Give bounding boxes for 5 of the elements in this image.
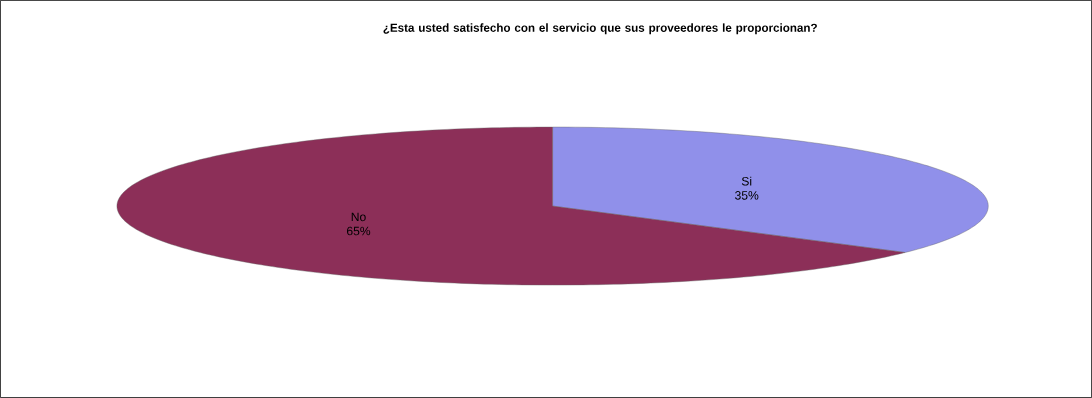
data-label: 35% <box>735 191 759 200</box>
slice-label: No <box>351 212 366 222</box>
chart-title: ¿Esta usted satisfecho con el servicio que sus proveedores le proporcionan? <box>383 23 817 35</box>
slice-label: Si <box>741 176 752 186</box>
data-label: 65% <box>347 226 371 236</box>
